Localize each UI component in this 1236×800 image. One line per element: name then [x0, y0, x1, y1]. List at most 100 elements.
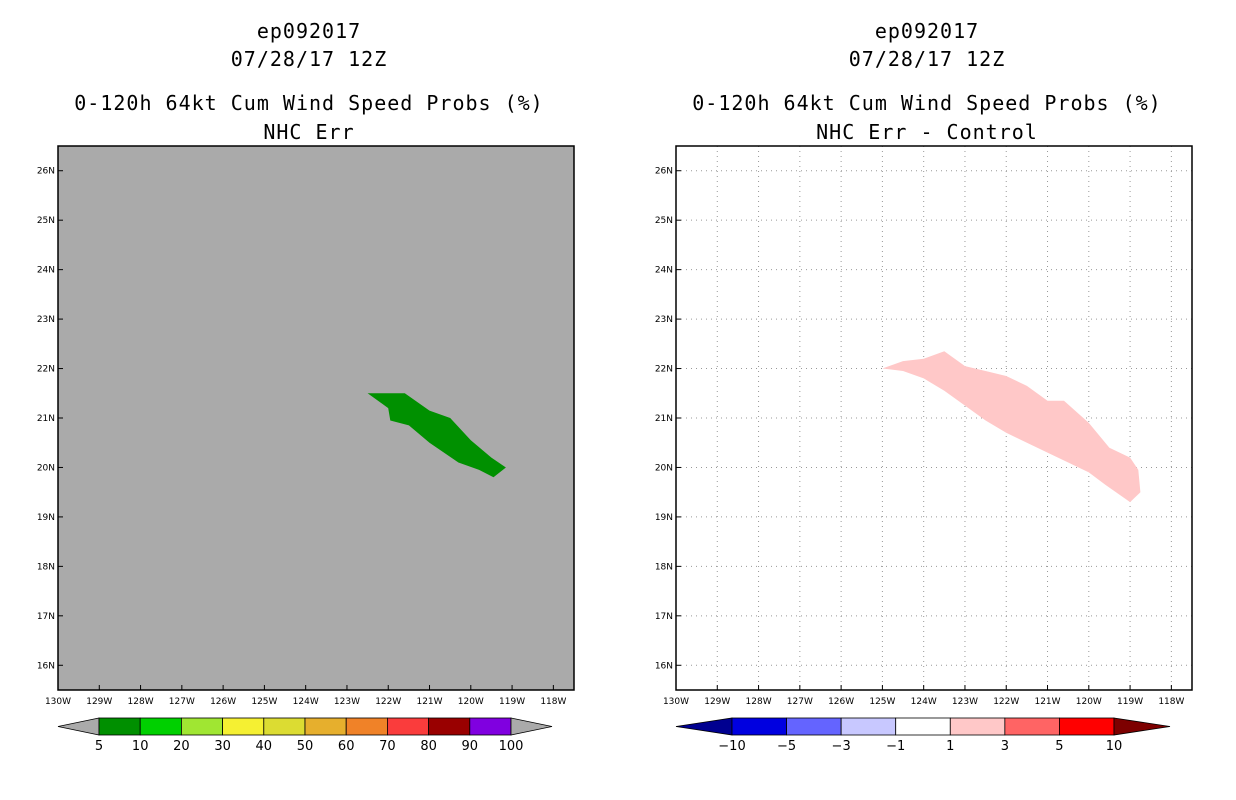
x-tick-label: 122W	[375, 697, 401, 707]
colorbar-segment	[98, 717, 141, 736]
y-tick-label: 17N	[655, 612, 673, 622]
colorbar-label: 80	[420, 739, 437, 754]
x-tick-label: 130W	[45, 697, 71, 707]
colorbar-low-arrow	[675, 717, 733, 736]
x-tick-label: 123W	[334, 697, 360, 707]
panel2-date: 07/28/17 12Z	[848, 47, 1006, 71]
colorbar-segment	[139, 717, 182, 736]
x-tick-label: 120W	[1076, 697, 1102, 707]
panel2-storm-id: ep092017	[874, 19, 980, 43]
y-tick-label: 21N	[37, 414, 55, 424]
x-tick-label: 125W	[251, 697, 277, 707]
x-tick-label: 123W	[952, 697, 978, 707]
shaded-region-5-10	[367, 393, 506, 478]
colorbar-label: 5	[95, 739, 103, 754]
colorbar-label: 20	[173, 739, 190, 754]
colorbar-label: −1	[886, 739, 905, 754]
x-tick-label: 120W	[458, 697, 484, 707]
map-background	[676, 146, 1192, 690]
colorbar-label: −10	[718, 739, 745, 754]
colorbar-label: 50	[297, 739, 314, 754]
panel1-storm-id: ep092017	[256, 19, 362, 43]
x-tick-label: 128W	[128, 697, 154, 707]
colorbar-segment	[1004, 717, 1060, 736]
colorbar-label: −5	[777, 739, 796, 754]
colorbar-high-arrow	[510, 717, 553, 736]
colorbar-segment	[731, 717, 787, 736]
y-tick-label: 26N	[37, 167, 55, 177]
map-background	[58, 146, 574, 690]
y-tick-label: 26N	[655, 167, 673, 177]
colorbar-label: −3	[832, 739, 851, 754]
y-tick-label: 24N	[37, 266, 55, 276]
x-tick-label: 118W	[540, 697, 566, 707]
y-tick-label: 23N	[37, 315, 55, 325]
y-tick-label: 16N	[37, 661, 55, 671]
y-tick-label: 25N	[37, 216, 55, 226]
colorbar-label: 60	[338, 739, 355, 754]
y-tick-label: 22N	[655, 365, 673, 375]
y-tick-label: 18N	[37, 562, 55, 572]
x-tick-label: 129W	[704, 697, 730, 707]
panel2-title: 0-120h 64kt Cum Wind Speed Probs (%)	[692, 91, 1162, 115]
y-tick-label: 25N	[655, 216, 673, 226]
x-tick-label: 124W	[293, 697, 319, 707]
x-tick-label: 129W	[86, 697, 112, 707]
y-tick-label: 19N	[37, 513, 55, 523]
x-tick-label: 119W	[1117, 697, 1143, 707]
colorbar-segment	[469, 717, 512, 736]
panel2-subtitle: NHC Err - Control	[816, 120, 1038, 144]
x-tick-label: 130W	[663, 697, 689, 707]
x-tick-label: 128W	[746, 697, 772, 707]
colorbar-segment	[949, 717, 1006, 736]
panel1-subtitle: NHC Err	[263, 120, 355, 144]
shaded-region-1-3	[882, 351, 1141, 503]
colorbar-label: 100	[499, 739, 524, 754]
colorbar-segment	[222, 717, 265, 736]
colorbar-label: 1	[946, 739, 954, 754]
panel1-map: 130W 129W 128W 127W 126W 125W 124W 123W 122W 121W…	[37, 145, 575, 754]
colorbar-segment	[180, 717, 223, 736]
x-tick-label: 121W	[1034, 697, 1060, 707]
x-tick-label: 124W	[911, 697, 937, 707]
colorbar-label: 5	[1055, 739, 1063, 754]
colorbar-segment	[895, 717, 951, 736]
panel1-date: 07/28/17 12Z	[230, 47, 388, 71]
colorbar-segment	[263, 717, 306, 736]
y-tick-label: 20N	[655, 463, 673, 473]
colorbar-segment	[840, 717, 897, 736]
colorbar-low-arrow	[57, 717, 100, 736]
y-tick-label: 17N	[37, 612, 55, 622]
panel1-title: 0-120h 64kt Cum Wind Speed Probs (%)	[74, 91, 544, 115]
colorbar-segment	[428, 717, 471, 736]
colorbar-high-arrow	[1113, 717, 1171, 736]
colorbar-segment	[345, 717, 388, 736]
colorbar-label: 10	[1106, 739, 1123, 754]
colorbar-label: 70	[379, 739, 396, 754]
panel2-map: 130W 129W 128W 127W 126W 125W 124W 123W 122W 121W…	[655, 145, 1193, 754]
y-tick-label: 19N	[655, 513, 673, 523]
x-tick-label: 121W	[416, 697, 442, 707]
x-tick-label: 126W	[828, 697, 854, 707]
colorbar-label: 3	[1001, 739, 1009, 754]
y-tick-label: 24N	[655, 266, 673, 276]
x-tick-label: 119W	[499, 697, 525, 707]
x-tick-label: 127W	[787, 697, 813, 707]
y-tick-label: 18N	[655, 562, 673, 572]
x-tick-label: 126W	[210, 697, 236, 707]
y-tick-label: 22N	[37, 365, 55, 375]
y-tick-label: 20N	[37, 463, 55, 473]
x-tick-label: 127W	[169, 697, 195, 707]
y-tick-label: 21N	[655, 414, 673, 424]
colorbar-segment	[304, 717, 347, 736]
colorbar-segment	[386, 717, 429, 736]
colorbar-label: 40	[256, 739, 273, 754]
x-tick-label: 122W	[993, 697, 1019, 707]
colorbar-label: 90	[462, 739, 479, 754]
colorbar-segment	[1059, 717, 1115, 736]
y-tick-label: 16N	[655, 661, 673, 671]
colorbar-label: 30	[214, 739, 231, 754]
y-tick-label: 23N	[655, 315, 673, 325]
x-tick-label: 118W	[1158, 697, 1184, 707]
